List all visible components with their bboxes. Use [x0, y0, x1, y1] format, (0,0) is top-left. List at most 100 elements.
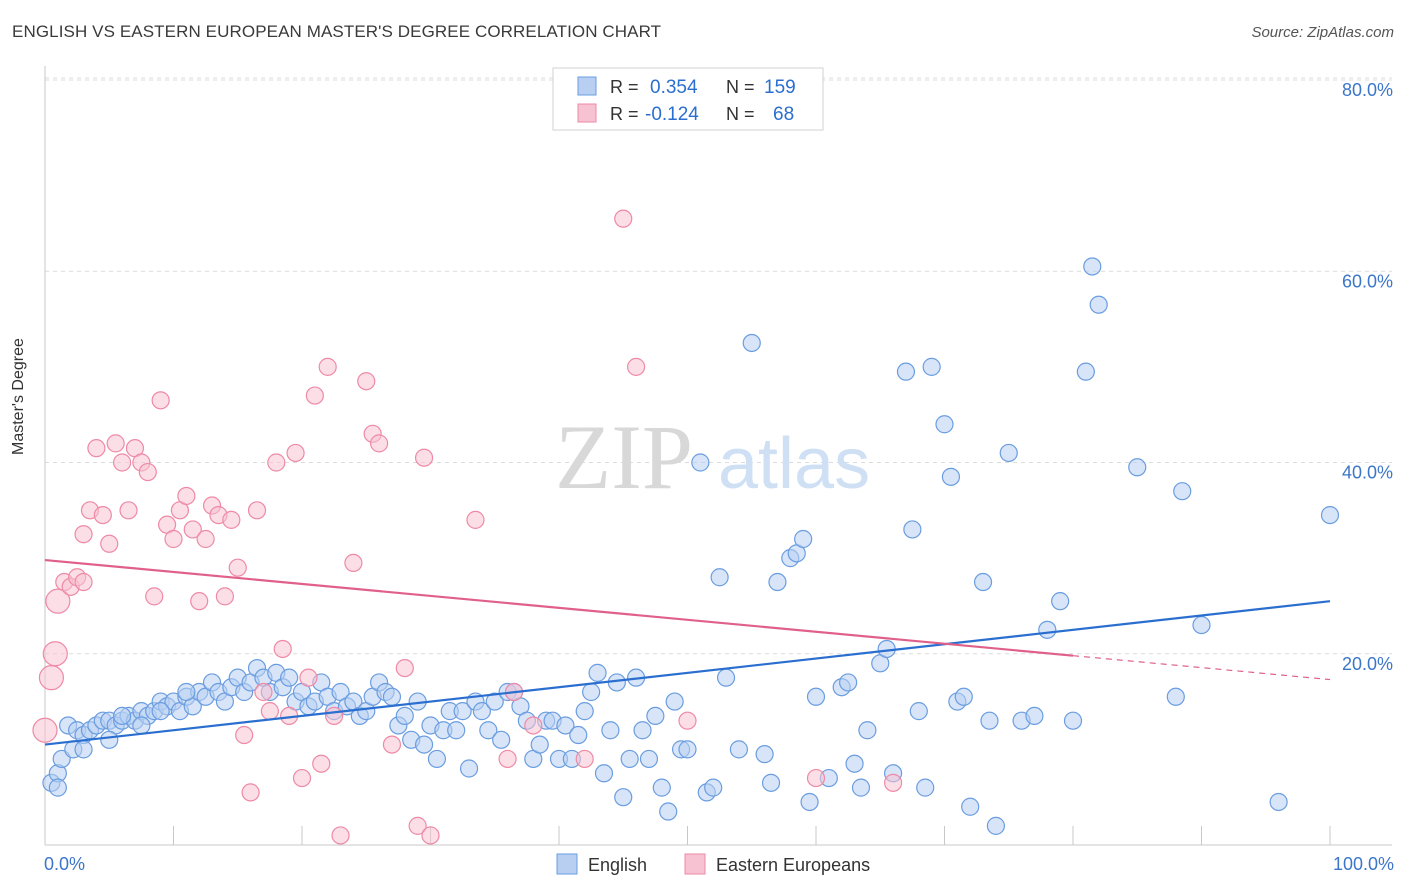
point-english [132, 716, 151, 735]
point-eastern-europeans [45, 588, 71, 614]
point-eastern-europeans [883, 773, 903, 792]
point-english [74, 740, 93, 759]
data-points [32, 209, 1340, 845]
point-eastern-europeans [32, 717, 58, 743]
point-english [768, 572, 787, 592]
point-english [447, 721, 466, 740]
watermark-zip: ZIP [555, 406, 693, 508]
point-english [845, 754, 864, 773]
point-eastern-europeans [370, 434, 389, 453]
point-english [716, 668, 736, 687]
grid-lines [45, 77, 1392, 655]
point-eastern-europeans [42, 641, 68, 667]
point-eastern-europeans [331, 826, 350, 845]
point-english [678, 740, 697, 759]
point-eastern-europeans [138, 462, 157, 482]
point-english [1192, 615, 1211, 635]
point-eastern-europeans [151, 391, 170, 410]
point-eastern-europeans [344, 553, 363, 573]
point-english [710, 568, 729, 587]
point-english [427, 749, 447, 769]
point-english [858, 721, 877, 740]
point-english [1166, 687, 1185, 706]
point-eastern-europeans [112, 453, 132, 472]
point-english [800, 792, 819, 812]
point-eastern-europeans [235, 725, 254, 745]
point-english [633, 721, 652, 740]
x-tick-label-min: 0.0% [44, 854, 85, 874]
point-english [459, 759, 479, 778]
point-eastern-europeans [414, 448, 434, 467]
point-english [1320, 505, 1340, 525]
point-eastern-europeans [292, 768, 312, 788]
trend-line-eastern-europeans [44, 558, 1074, 657]
point-english [100, 730, 119, 749]
point-english [1173, 482, 1192, 501]
y-tick-label: 60.0% [1342, 271, 1393, 291]
point-english [954, 687, 973, 706]
point-eastern-europeans [100, 534, 119, 553]
point-eastern-europeans [678, 711, 697, 730]
english-r-value: 0.354 [650, 77, 698, 98]
y-tick-label: 20.0% [1342, 654, 1393, 674]
point-eastern-europeans [318, 357, 337, 376]
point-english [1076, 362, 1095, 381]
point-english [1051, 592, 1070, 611]
point-eastern-europeans [119, 501, 138, 520]
y-tick-label: 40.0% [1342, 463, 1393, 483]
point-english [620, 749, 639, 769]
point-english [479, 721, 498, 740]
point-eastern-europeans [305, 386, 324, 405]
series-legend: English Eastern Europeans [556, 853, 870, 875]
point-english [280, 668, 299, 687]
point-english [177, 682, 196, 702]
point-english [999, 443, 1018, 463]
point-eastern-europeans [190, 592, 209, 611]
eastern-n-label: N = [726, 104, 755, 124]
point-english [575, 702, 594, 721]
point-eastern-europeans [106, 434, 125, 453]
eastern-r-label: R = [610, 104, 639, 124]
point-eastern-europeans [241, 783, 260, 802]
point-english [414, 735, 434, 754]
point-english [492, 730, 511, 749]
source-label: Source: ZipAtlas.com [1251, 24, 1394, 41]
point-english [1089, 295, 1108, 314]
point-eastern-europeans [74, 525, 93, 544]
point-eastern-europeans [247, 501, 267, 520]
tick-labels: 20.0% 40.0% 60.0% 80.0% 0.0% 100.0% [44, 80, 1394, 874]
point-english [903, 520, 922, 539]
point-eastern-europeans [215, 587, 234, 606]
point-eastern-europeans [806, 768, 826, 788]
point-english [896, 362, 916, 381]
point-english [594, 764, 614, 783]
point-english [395, 706, 414, 726]
point-english [530, 735, 549, 754]
point-eastern-europeans [267, 453, 286, 472]
point-eastern-europeans [145, 587, 164, 606]
point-english [986, 816, 1006, 835]
point-english [569, 725, 588, 745]
point-eastern-europeans [74, 572, 93, 592]
trend-lines [44, 558, 1331, 746]
point-english [980, 711, 999, 730]
point-eastern-europeans [87, 439, 106, 458]
point-eastern-europeans [421, 826, 440, 845]
point-english [48, 778, 67, 797]
english-r-label: R = [610, 77, 639, 97]
point-english [1025, 706, 1044, 726]
point-eastern-europeans [626, 357, 646, 376]
point-eastern-europeans [286, 443, 305, 463]
point-english [646, 706, 665, 726]
point-english [691, 453, 710, 472]
legend-eastern-europeans-swatch [684, 853, 706, 875]
point-english [588, 663, 607, 682]
point-english [112, 706, 132, 726]
point-english [665, 692, 684, 711]
point-english [909, 702, 928, 721]
point-english [941, 467, 961, 486]
point-english [659, 802, 678, 821]
point-eastern-europeans [357, 372, 376, 391]
point-english [922, 357, 941, 376]
